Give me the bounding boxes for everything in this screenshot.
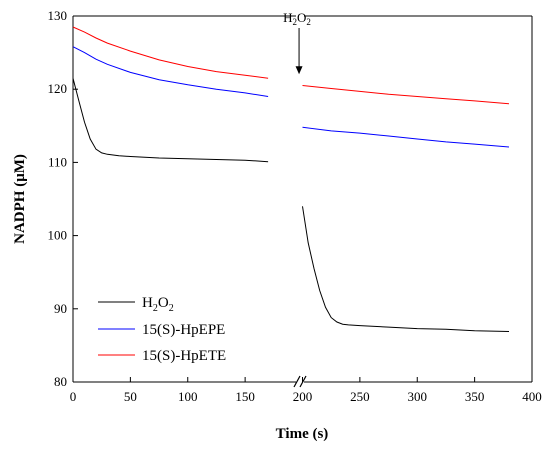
x-tick-label-4: 200 [293,389,313,404]
y-tick-label-1: 90 [54,301,67,316]
x-tick-label-1: 50 [124,389,137,404]
y-tick-label-3: 110 [48,154,67,169]
x-tick-label-6: 300 [408,389,428,404]
y-tick-label-5: 130 [48,8,68,23]
x-axis-title: Time (s) [276,426,329,442]
annotation-arrow-head [295,66,303,75]
annotation-label: H2O2 [283,10,311,27]
series-2-segment-1 [302,85,510,105]
series-1-segment-0 [72,46,269,97]
series-layer [72,26,510,332]
y-tick-label-0: 80 [54,374,67,389]
annotation: H2O2 [283,10,311,75]
x-tick-label-2: 100 [178,389,198,404]
series-0-segment-1 [302,206,510,332]
y-tick-label-4: 120 [48,81,68,96]
x-tick-label-8: 400 [522,389,542,404]
series-1-segment-1 [302,126,510,148]
series-2-segment-0 [72,26,269,79]
legend-label-h2o2: H2O2 [142,295,174,314]
x-tick-label-0: 0 [70,389,77,404]
legend-label-hpete: 15(S)-HpETE [142,348,226,364]
x-tick-label-7: 350 [465,389,485,404]
plot-frame [72,15,533,388]
x-tick-label-3: 150 [235,389,255,404]
series-0-segment-0 [72,78,269,163]
y-tick-label-2: 100 [48,228,68,243]
axis-ticks: 0 50 100 150 200 250 300 350 400 80 90 100 110 120 130 [48,8,542,404]
legend: H2O2 15(S)-HpEPE 15(S)-HpETE [98,295,226,364]
x-tick-label-5: 250 [350,389,370,404]
y-axis-title: NADPH (μM) [12,154,28,244]
legend-label-hpepe: 15(S)-HpEPE [142,322,225,338]
axis-break-slash-left [293,375,301,388]
